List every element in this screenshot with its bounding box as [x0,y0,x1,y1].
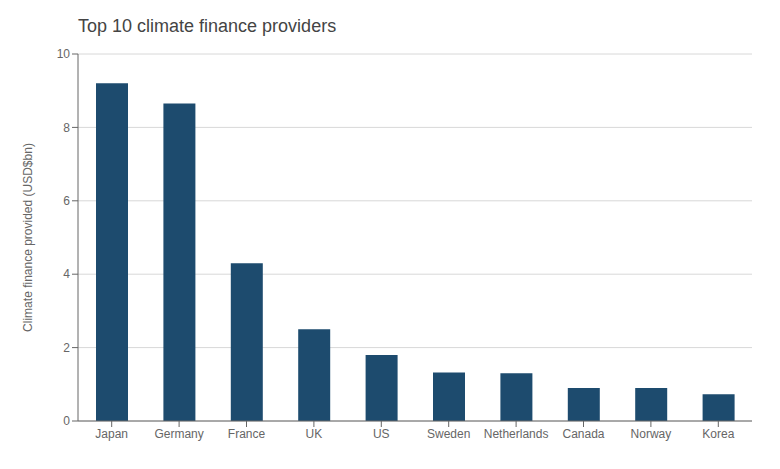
svg-text:US: US [373,427,390,441]
svg-text:0: 0 [63,414,70,428]
svg-text:Germany: Germany [154,427,203,441]
svg-text:Norway: Norway [631,427,672,441]
svg-text:UK: UK [306,427,323,441]
svg-text:Netherlands: Netherlands [484,427,549,441]
svg-text:10: 10 [57,47,71,61]
svg-text:6: 6 [63,194,70,208]
svg-text:8: 8 [63,121,70,135]
svg-text:Canada: Canada [562,427,604,441]
svg-text:Climate finance provided (USD$: Climate finance provided (USD$bn) [21,143,35,332]
svg-text:France: France [228,427,266,441]
svg-text:2: 2 [63,341,70,355]
svg-text:Sweden: Sweden [427,427,470,441]
svg-text:Korea: Korea [702,427,734,441]
svg-text:Japan: Japan [95,427,128,441]
html-text:Top 10 climate finance provide: Top 10 climate finance providers [78,16,337,36]
svg-text:4: 4 [63,267,70,281]
